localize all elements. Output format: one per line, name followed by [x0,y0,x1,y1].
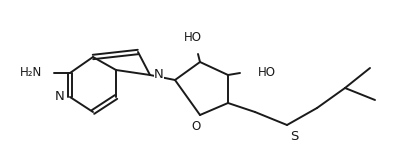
Text: N: N [154,68,164,81]
Text: HO: HO [258,67,276,79]
Text: H₂N: H₂N [20,67,42,79]
Text: S: S [290,130,298,143]
Text: N: N [55,90,65,103]
Text: O: O [191,120,201,133]
Text: HO: HO [184,31,202,44]
